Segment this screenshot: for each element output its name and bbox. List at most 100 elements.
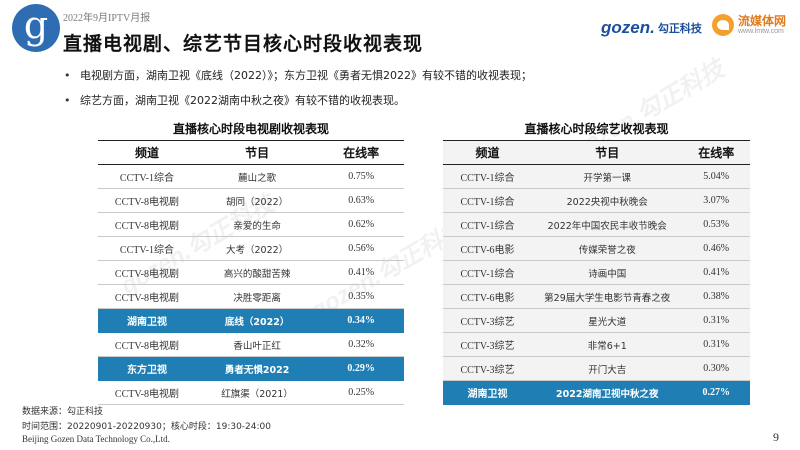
cell-rate: 0.32% bbox=[318, 332, 404, 357]
cell-channel: CCTV-8电视剧 bbox=[98, 284, 196, 309]
cell-rate: 0.25% bbox=[318, 380, 404, 405]
cell-channel: CCTV-1综合 bbox=[98, 236, 196, 261]
cell-rate: 0.31% bbox=[682, 332, 750, 357]
table-row: CCTV-8电视剧 香山叶正红 0.32% bbox=[98, 332, 404, 357]
table-row: CCTV-6电影 传媒荣誉之夜 0.46% bbox=[443, 236, 750, 261]
cell-rate: 0.53% bbox=[682, 212, 750, 237]
table-row: CCTV-1综合 开学第一课 5.04% bbox=[443, 164, 750, 189]
column-header-channel: 频道 bbox=[98, 140, 196, 165]
brand-logo: g bbox=[12, 4, 60, 52]
report-label: 2022年9月IPTV月报 bbox=[63, 13, 151, 24]
cell-channel: CCTV-3综艺 bbox=[443, 332, 533, 357]
cell-program: 传媒荣誉之夜 bbox=[532, 236, 683, 261]
cell-rate: 0.31% bbox=[682, 308, 750, 333]
gozen-logo-text: 勾正科技 bbox=[657, 22, 702, 35]
lmtw-logo-icon bbox=[712, 14, 734, 36]
table-row: CCTV-1综合 2022年中国农民丰收节晚会 0.53% bbox=[443, 212, 750, 237]
cell-program: 决胜零距离 bbox=[195, 284, 319, 309]
cell-program: 2022湖南卫视中秋之夜 bbox=[532, 380, 683, 405]
cell-program: 2022央视中秋晚会 bbox=[532, 188, 683, 213]
lmtw-logo-url: www.lmtw.com bbox=[738, 27, 784, 35]
cell-program: 麓山之歌 bbox=[195, 164, 319, 189]
table-row: CCTV-1综合 麓山之歌 0.75% bbox=[98, 164, 404, 189]
cell-channel: CCTV-1综合 bbox=[443, 164, 533, 189]
cell-channel: CCTV-8电视剧 bbox=[98, 188, 196, 213]
cell-program: 勇者无惧2022 bbox=[195, 356, 319, 381]
table-row: CCTV-8电视剧 高兴的酸甜苦辣 0.41% bbox=[98, 260, 404, 285]
brand-logo-letter: g bbox=[23, 3, 49, 47]
cell-channel: CCTV-8电视剧 bbox=[98, 380, 196, 405]
lmtw-logo: 流媒体网 www.lmtw.com bbox=[712, 14, 786, 36]
cell-channel: CCTV-8电视剧 bbox=[98, 332, 196, 357]
cell-rate: 3.07% bbox=[682, 188, 750, 213]
table-row: CCTV-1综合 大考（2022） 0.56% bbox=[98, 236, 404, 261]
table-row: CCTV-3综艺 非常6+1 0.31% bbox=[443, 332, 750, 357]
cell-channel: 东方卫视 bbox=[98, 356, 196, 381]
variety-table: 直播核心时段综艺收视表现 频道 节目 在线率 CCTV-1综合 开学第一课 5.04… bbox=[443, 119, 750, 405]
cell-program: 红旗渠（2021） bbox=[195, 380, 319, 405]
variety-table-title: 直播核心时段综艺收视表现 bbox=[524, 122, 669, 136]
cell-channel: CCTV-6电影 bbox=[443, 284, 533, 309]
cell-channel: CCTV-6电影 bbox=[443, 236, 533, 261]
cell-channel: CCTV-8电视剧 bbox=[98, 260, 196, 285]
cell-rate: 0.27% bbox=[682, 380, 750, 405]
cell-program: 香山叶正红 bbox=[195, 332, 319, 357]
company-name: Beijing Gozen Data Technology Co.,Ltd. bbox=[22, 434, 170, 444]
table-row: CCTV-3综艺 开门大吉 0.30% bbox=[443, 356, 750, 381]
cell-rate: 0.41% bbox=[318, 260, 404, 285]
cell-rate: 0.34% bbox=[318, 308, 404, 333]
cell-program: 诗画中国 bbox=[532, 260, 683, 285]
cell-rate: 0.56% bbox=[318, 236, 404, 261]
cell-rate: 0.35% bbox=[318, 284, 404, 309]
column-header-rate: 在线率 bbox=[318, 140, 404, 165]
table-row: CCTV-8电视剧 决胜零距离 0.35% bbox=[98, 284, 404, 309]
table-row: 东方卫视 勇者无惧2022 0.29% bbox=[98, 356, 404, 381]
cell-program: 胡同（2022） bbox=[195, 188, 319, 213]
cell-rate: 0.38% bbox=[682, 284, 750, 309]
cell-rate: 5.04% bbox=[682, 164, 750, 189]
time-range-note: 时间范围：20220901-20220930；核心时段：19:30-24:00 bbox=[22, 422, 271, 432]
cell-channel: 湖南卫视 bbox=[98, 308, 196, 333]
cell-rate: 0.63% bbox=[318, 188, 404, 213]
cell-program: 开门大吉 bbox=[532, 356, 683, 381]
table-row: CCTV-8电视剧 胡同（2022） 0.63% bbox=[98, 188, 404, 213]
cell-program: 亲爱的生命 bbox=[195, 212, 319, 237]
cell-rate: 0.46% bbox=[682, 236, 750, 261]
table-row: CCTV-8电视剧 亲爱的生命 0.62% bbox=[98, 212, 404, 237]
cell-program: 开学第一课 bbox=[532, 164, 683, 189]
bullet-variety: 综艺方面，湖南卫视《2022湖南中秋之夜》有较不错的收视表现。 bbox=[64, 93, 532, 118]
cell-channel: CCTV-1综合 bbox=[443, 188, 533, 213]
page-number: 9 bbox=[773, 430, 779, 444]
cell-channel: CCTV-1综合 bbox=[443, 212, 533, 237]
cell-program: 底线（2022） bbox=[195, 308, 319, 333]
cell-channel: CCTV-3综艺 bbox=[443, 356, 533, 381]
cell-rate: 0.62% bbox=[318, 212, 404, 237]
cell-channel: CCTV-1综合 bbox=[443, 260, 533, 285]
cell-program: 第29届大学生电影节青春之夜 bbox=[532, 284, 683, 309]
cell-rate: 0.41% bbox=[682, 260, 750, 285]
drama-table-title: 直播核心时段电视剧收视表现 bbox=[172, 122, 329, 136]
cell-channel: CCTV-8电视剧 bbox=[98, 212, 196, 237]
column-header-channel: 频道 bbox=[443, 140, 533, 165]
cell-rate: 0.29% bbox=[318, 356, 404, 381]
cell-program: 大考（2022） bbox=[195, 236, 319, 261]
summary-bullets: 电视剧方面，湖南卫视《底线（2022）》；东方卫视《勇者无惧2022》有较不错的… bbox=[64, 68, 532, 118]
column-header-rate: 在线率 bbox=[682, 140, 750, 165]
column-header-program: 节目 bbox=[195, 140, 319, 165]
table-row: CCTV-3综艺 星光大道 0.31% bbox=[443, 308, 750, 333]
cell-channel: 湖南卫视 bbox=[443, 380, 533, 405]
lmtw-logo-name: 流媒体网 bbox=[738, 13, 787, 28]
drama-table: 直播核心时段电视剧收视表现 频道 节目 在线率 CCTV-1综合 麓山之歌 0.75… bbox=[98, 119, 404, 405]
table-row: CCTV-8电视剧 红旗渠（2021） 0.25% bbox=[98, 380, 404, 405]
cell-rate: 0.30% bbox=[682, 356, 750, 381]
gozen-logo: gozen. 勾正科技 bbox=[601, 18, 702, 38]
gozen-logo-mark: gozen. bbox=[601, 18, 655, 37]
table-row: CCTV-6电影 第29届大学生电影节青春之夜 0.38% bbox=[443, 284, 750, 309]
column-header-program: 节目 bbox=[532, 140, 683, 165]
bullet-drama: 电视剧方面，湖南卫视《底线（2022）》；东方卫视《勇者无惧2022》有较不错的… bbox=[64, 68, 532, 93]
cell-program: 2022年中国农民丰收节晚会 bbox=[532, 212, 683, 237]
table-row: CCTV-1综合 2022央视中秋晚会 3.07% bbox=[443, 188, 750, 213]
cell-rate: 0.75% bbox=[318, 164, 404, 189]
page-title: 直播电视剧、综艺节目核心时段收视表现 bbox=[63, 33, 424, 55]
cell-program: 非常6+1 bbox=[532, 332, 683, 357]
